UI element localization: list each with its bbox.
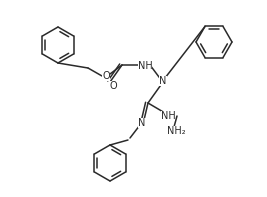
Text: N: N (159, 76, 167, 86)
Text: NH: NH (138, 61, 152, 71)
Text: NH₂: NH₂ (167, 126, 185, 136)
Text: O: O (109, 81, 117, 91)
Text: N: N (138, 118, 146, 128)
Text: NH: NH (161, 111, 175, 121)
Text: O: O (102, 71, 110, 81)
